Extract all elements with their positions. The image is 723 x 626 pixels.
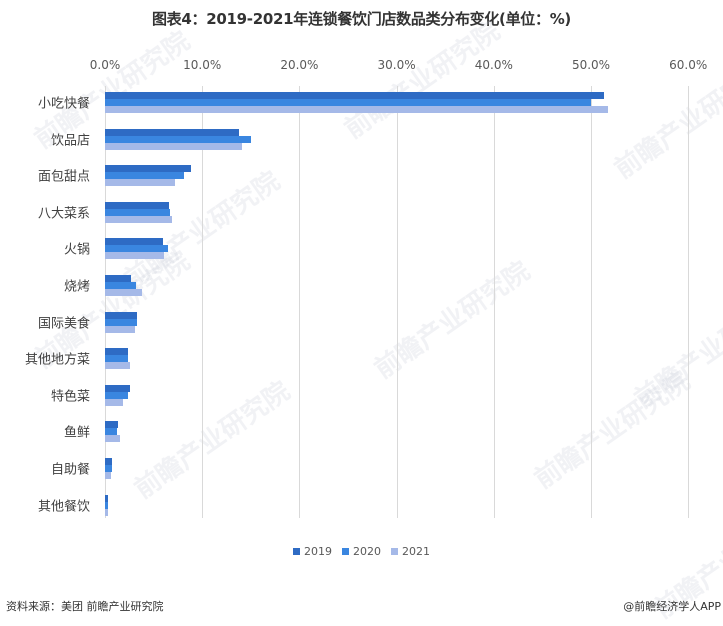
source-note: 资料来源：美团 前瞻产业研究院 [6,600,164,613]
legend: 2019 2020 2021 [0,545,723,558]
bar-2019 [105,201,170,209]
gridline [591,86,592,518]
legend-item-2019: 2019 [293,545,332,558]
category-label: 其他地方菜 [24,352,90,368]
category-label: 鱼鲜 [63,425,90,441]
gridline [396,86,398,518]
category-label: 小吃快餐 [37,96,90,112]
gridline [105,86,106,518]
bar-2020 [105,135,251,143]
bar-2021 [105,325,136,333]
bar-2021 [105,252,165,260]
legend-label: 2019 [304,545,332,558]
bar-2019 [105,348,129,356]
bar-2019 [105,494,108,502]
bar-2020 [105,318,138,326]
category-label: 其他餐饮 [37,499,90,515]
watermark: 前瞻产业研究院 [129,376,296,506]
x-tick-label: 40.0% [474,58,513,72]
bar-2021 [105,472,111,479]
watermark: 前瞻产业研究院 [339,16,506,146]
x-tick-label: 0.0% [89,58,121,72]
bar-2019 [105,421,118,429]
category-label: 国际美食 [37,316,90,332]
category-label: 面包甜点 [37,169,90,185]
watermark: 前瞻产业研究院 [369,256,536,386]
gridline [688,86,690,518]
bar-2021 [105,289,142,296]
category-label: 饮品店 [50,133,90,149]
bar-2020 [105,391,129,399]
bar-2019 [105,458,112,465]
legend-swatch [342,548,349,555]
bar-2021 [105,508,108,516]
category-label: 自助餐 [50,462,90,478]
gridline [493,86,495,518]
bar-2020 [105,245,169,253]
x-tick-label: 10.0% [183,58,222,72]
watermark: 前瞻产业研究院 [529,366,696,496]
bar-2019 [105,128,240,136]
legend-label: 2021 [402,545,430,558]
legend-swatch [391,548,398,555]
bar-2019 [105,384,131,392]
legend-label: 2020 [353,545,381,558]
bar-2020 [105,172,184,180]
bar-2019 [105,165,191,173]
bar-2021 [105,106,609,113]
bar-2021 [105,435,120,443]
bar-2019 [105,92,604,99]
legend-item-2020: 2020 [342,545,381,558]
bar-2021 [105,215,173,223]
bar-2019 [105,275,132,282]
category-label: 特色菜 [50,389,90,405]
bar-2020 [105,428,117,436]
chart-title: 图表4：2019-2021年连锁餐饮门店数品类分布变化(单位：%) [151,10,571,28]
x-tick-label: 30.0% [377,58,416,72]
legend-item-2021: 2021 [391,545,430,558]
bar-2020 [105,501,108,509]
bar-2020 [105,282,137,289]
bar-2020 [105,99,591,106]
bar-2021 [105,362,131,370]
category-label: 八大菜系 [37,206,90,222]
bar-2021 [105,179,175,187]
bar-2020 [105,355,129,363]
gridline [299,86,301,518]
gridline [202,86,204,518]
x-tick-label: 50.0% [571,58,611,72]
watermark: 前瞻产业研究院 [629,286,723,416]
credit-note: @前瞻经济学人APP [623,600,721,613]
bar-2021 [105,142,243,150]
bar-2019 [105,238,164,246]
x-tick-label: 20.0% [280,58,319,72]
legend-swatch [293,548,300,555]
category-label: 烧烤 [63,279,90,295]
x-tick-label: 60.0% [669,58,708,72]
bar-2020 [105,465,112,472]
category-label: 火锅 [63,242,90,258]
bar-2020 [105,208,171,216]
bar-2019 [105,311,138,319]
bar-2021 [105,398,124,406]
